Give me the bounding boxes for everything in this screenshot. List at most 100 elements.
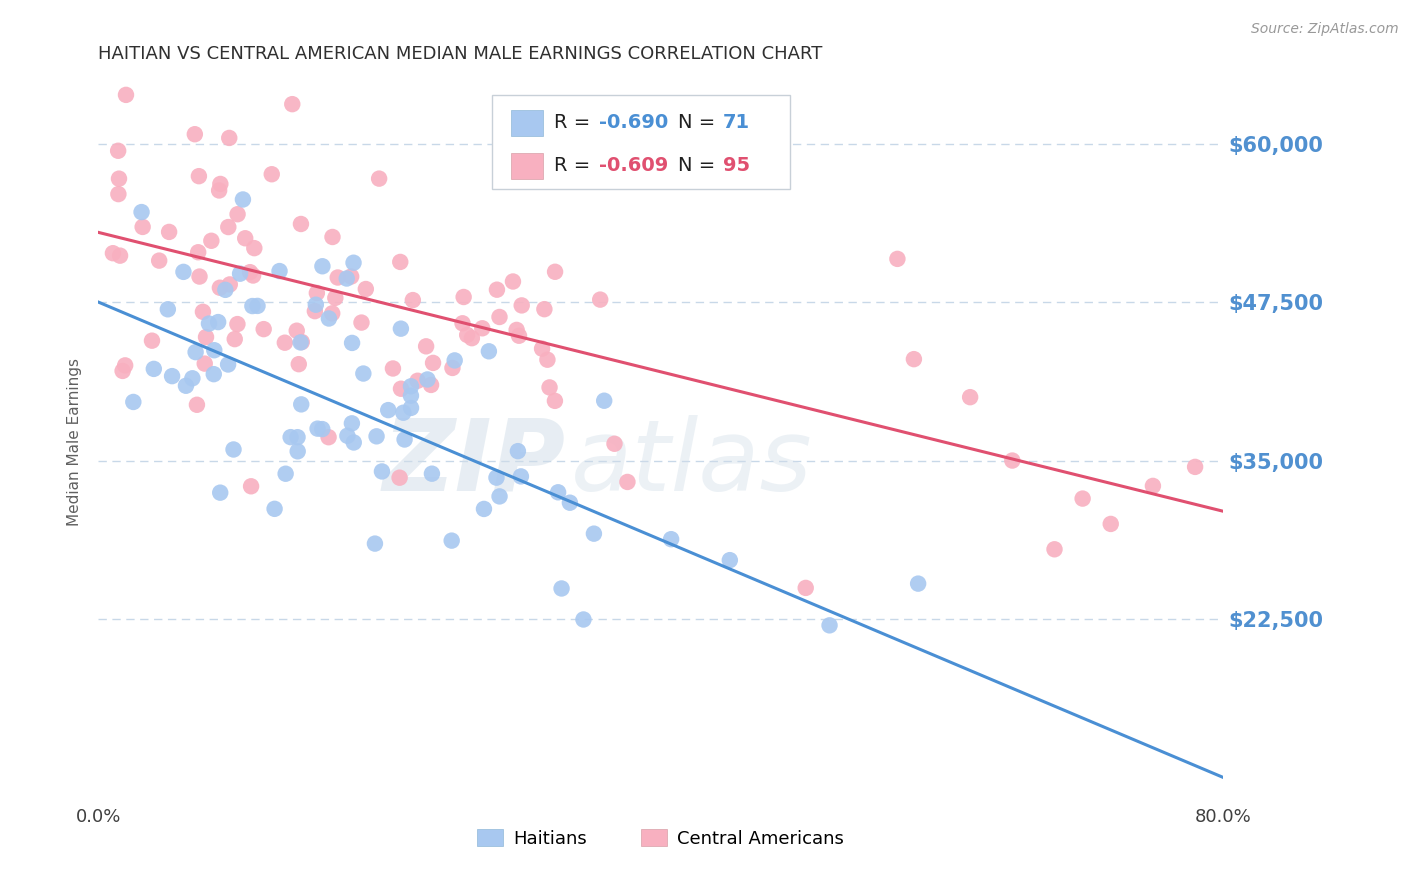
- Point: [441, 360, 464, 375]
- Text: 95: 95: [723, 156, 749, 176]
- Point: [321, 306, 343, 320]
- Point: [209, 177, 232, 191]
- Point: [318, 311, 340, 326]
- Point: [485, 283, 508, 297]
- Point: [307, 422, 329, 436]
- Point: [659, 532, 682, 546]
- Point: [142, 362, 165, 376]
- Point: [304, 304, 326, 318]
- Point: [186, 398, 208, 412]
- Point: [208, 184, 231, 198]
- Point: [224, 332, 246, 346]
- Text: ZIP: ZIP: [382, 415, 565, 512]
- Point: [718, 553, 741, 567]
- Point: [290, 335, 312, 350]
- Point: [291, 334, 314, 349]
- Point: [311, 259, 333, 273]
- Point: [415, 339, 437, 353]
- Point: [321, 230, 343, 244]
- Point: [243, 241, 266, 255]
- Point: [502, 275, 524, 289]
- Point: [456, 328, 478, 343]
- Text: HAITIAN VS CENTRAL AMERICAN MEDIAN MALE EARNINGS CORRELATION CHART: HAITIAN VS CENTRAL AMERICAN MEDIAN MALE …: [98, 45, 823, 63]
- Point: [443, 353, 465, 368]
- Point: [392, 406, 415, 420]
- Point: [389, 321, 412, 335]
- Text: -0.690: -0.690: [599, 113, 668, 132]
- Point: [485, 470, 508, 484]
- Text: N =: N =: [678, 156, 721, 176]
- FancyBboxPatch shape: [512, 110, 543, 136]
- Point: [544, 393, 567, 408]
- Point: [198, 317, 221, 331]
- Point: [508, 328, 530, 343]
- Point: [509, 469, 531, 483]
- Point: [131, 219, 153, 234]
- Point: [188, 269, 211, 284]
- Point: [478, 344, 501, 359]
- Text: N =: N =: [678, 113, 721, 132]
- Legend: Haitians, Central Americans: Haitians, Central Americans: [470, 822, 852, 855]
- Point: [354, 282, 377, 296]
- Point: [1184, 459, 1206, 474]
- Text: Source: ZipAtlas.com: Source: ZipAtlas.com: [1251, 22, 1399, 37]
- Point: [157, 225, 180, 239]
- Point: [208, 281, 231, 295]
- Point: [794, 581, 817, 595]
- Point: [538, 380, 561, 394]
- Point: [148, 253, 170, 268]
- Point: [451, 316, 474, 330]
- Point: [290, 217, 312, 231]
- Point: [200, 234, 222, 248]
- Point: [174, 378, 197, 392]
- Point: [399, 401, 422, 415]
- Point: [209, 485, 232, 500]
- Point: [218, 277, 240, 292]
- Point: [343, 435, 366, 450]
- Point: [388, 471, 411, 485]
- Point: [222, 442, 245, 457]
- Point: [582, 526, 605, 541]
- Point: [226, 207, 249, 221]
- Point: [232, 193, 254, 207]
- Point: [242, 299, 264, 313]
- Point: [191, 305, 214, 319]
- Point: [184, 345, 207, 359]
- Point: [246, 299, 269, 313]
- Point: [352, 367, 374, 381]
- Point: [240, 479, 263, 493]
- Point: [389, 255, 412, 269]
- Point: [550, 582, 572, 596]
- Point: [603, 436, 626, 450]
- Point: [506, 444, 529, 458]
- Point: [181, 371, 204, 385]
- Point: [107, 144, 129, 158]
- Point: [326, 270, 349, 285]
- Point: [350, 316, 373, 330]
- Point: [1001, 453, 1024, 467]
- Point: [406, 374, 429, 388]
- Point: [107, 187, 129, 202]
- Point: [1043, 542, 1066, 557]
- Point: [122, 395, 145, 409]
- Point: [187, 169, 209, 183]
- Text: -0.609: -0.609: [599, 156, 668, 176]
- Point: [364, 536, 387, 550]
- Text: atlas: atlas: [571, 415, 813, 512]
- Point: [114, 359, 136, 373]
- Point: [510, 298, 533, 312]
- Point: [131, 205, 153, 219]
- Point: [593, 393, 616, 408]
- Point: [229, 267, 252, 281]
- Point: [202, 367, 225, 381]
- Point: [305, 285, 328, 300]
- Point: [160, 369, 183, 384]
- Point: [416, 372, 439, 386]
- Point: [253, 322, 276, 336]
- Point: [1099, 516, 1122, 531]
- Point: [1071, 491, 1094, 506]
- Text: 71: 71: [723, 113, 749, 132]
- Point: [239, 265, 262, 279]
- Point: [471, 321, 494, 335]
- Point: [184, 127, 207, 141]
